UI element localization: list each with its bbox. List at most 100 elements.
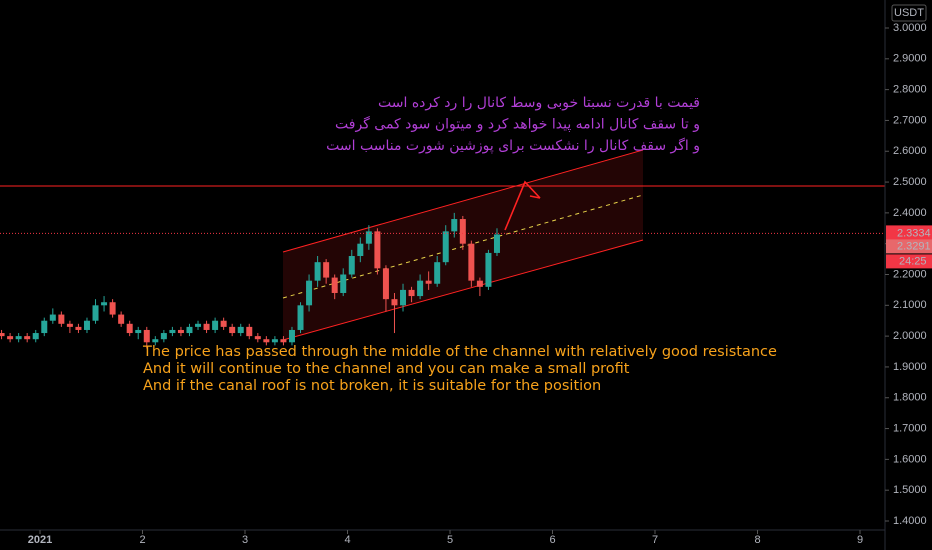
x-tick-label: 2021 [28,534,52,546]
candle-body [314,262,321,281]
candle-body [254,336,261,340]
y-tick-label: 1.5000 [893,484,927,496]
candle-body [152,339,159,343]
y-tick-label: 1.4000 [893,515,927,527]
candle-body [109,302,116,315]
candle-body [169,329,176,334]
candle-body [374,231,381,269]
candle-body [434,262,441,284]
candle-body [203,323,210,330]
annotation-en: The price has passed through the middle … [142,344,777,360]
candle-body [75,326,82,330]
countdown-tag [886,254,932,269]
y-tick-label: 1.7000 [893,422,927,434]
x-tick-label: 2 [139,534,145,546]
x-tick-label: 4 [344,534,350,546]
last-price-tag [886,225,932,242]
candle-body [365,231,372,244]
candle-body [7,336,14,340]
candle-body [32,333,39,340]
candle-body [391,299,398,306]
candle-body [58,314,65,324]
y-tick-label: 1.6000 [893,453,927,465]
candle-body [126,323,133,334]
candle-body [468,243,475,281]
y-tick-label: 3.0000 [893,22,927,34]
candle-body [83,320,90,330]
channel-top [282,149,644,253]
candle-body [340,274,347,293]
candle-body [297,305,304,330]
candle-body [143,329,150,343]
price-tag [886,239,932,254]
arrow-head [529,195,541,199]
candle-body [485,252,492,287]
candle-body [177,329,184,334]
y-tick-label: 2.8000 [893,84,927,96]
candle-body [408,289,415,297]
annotation-fa: قیمت با قدرت نسبتا خوبی وسط کانال را رد … [378,95,700,111]
candle-body [220,320,227,327]
y-tick-label: 2.0000 [893,330,927,342]
candle-body [66,323,73,327]
x-tick-label: 8 [754,534,760,546]
y-tick-label: 2.6000 [893,145,927,157]
candle-body [118,314,125,324]
candle-body [92,305,99,321]
annotation-fa: و اگر سقف کانال را نشکست برای پوزشین شور… [326,137,700,154]
candle-body [186,326,193,334]
currency-box [891,4,927,22]
candle-body [323,262,330,278]
y-tick-label: 2.7000 [893,114,927,126]
candle-body [212,320,219,330]
candle-body [288,329,295,343]
candle-body [0,333,5,337]
candle-body [229,326,236,334]
candle-body [246,326,253,337]
candle-body [263,339,270,343]
candle-body [135,329,142,334]
candle-body [15,336,22,340]
channel-bottom [282,239,644,341]
candle-body [451,219,458,232]
y-tick-label: 2.1000 [893,299,927,311]
countdown: 24:25 [899,255,927,267]
candle-body [160,333,167,340]
candle-body [41,320,48,334]
candle-body [331,277,338,293]
candle-body [49,314,56,321]
candle-body [271,339,278,343]
candle-body [195,323,202,327]
price-label: 2.3291 [897,240,931,252]
x-tick-label: 3 [242,534,248,546]
y-tick-label: 1.8000 [893,392,927,404]
candle-body [442,231,449,263]
y-tick-label: 1.9000 [893,361,927,373]
annotation-fa: و تا سقف کانال ادامه پیدا خواهد کرد و می… [335,116,700,133]
candle-body [400,289,407,306]
x-tick-label: 9 [857,534,863,546]
annotation-en: And it will continue to the channel and … [143,361,630,377]
candle-body [306,280,313,306]
candle-body [425,280,432,284]
y-tick-label: 2.5000 [893,176,927,188]
candle-body [280,339,287,343]
x-tick-label: 5 [447,534,453,546]
x-tick-label: 7 [652,534,658,546]
y-tick-label: 2.4000 [893,207,927,219]
candle-body [493,234,500,253]
annotation-en: And if the canal roof is not broken, it … [143,378,601,394]
candle-body [382,268,389,300]
currency: USDT [894,7,924,19]
candle-body [459,219,466,244]
x-tick-label: 6 [549,534,555,546]
y-tick-label: 2.2000 [893,268,927,280]
y-tick-label: 2.9000 [893,53,927,65]
last-price-label: 2.3334 [897,227,931,239]
candle-body [101,302,108,306]
candle-body [237,326,244,334]
candle-body [417,280,424,297]
candle-body [24,336,31,340]
arrow [504,180,541,231]
